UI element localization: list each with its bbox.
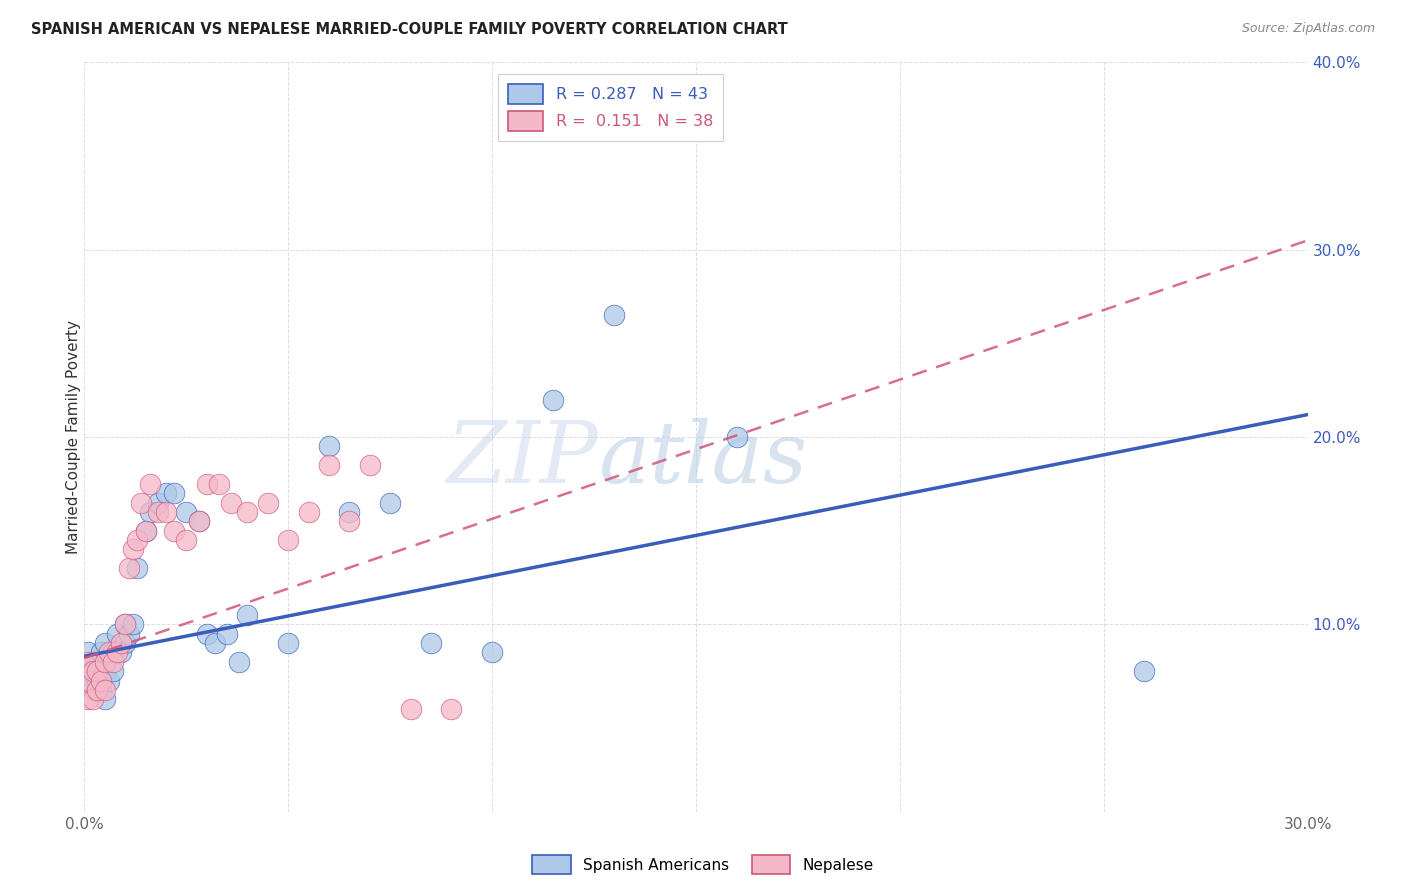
Point	[298, 505, 321, 519]
Point	[318, 458, 340, 473]
Point	[82, 664, 104, 679]
Point	[399, 701, 422, 715]
Point	[114, 617, 136, 632]
Point	[122, 617, 145, 632]
Point	[155, 486, 177, 500]
Point	[138, 505, 160, 519]
Point	[155, 505, 177, 519]
Point	[236, 608, 259, 623]
Point	[110, 646, 132, 660]
Point	[187, 514, 209, 528]
Point	[90, 683, 112, 698]
Point	[90, 646, 112, 660]
Point	[82, 692, 104, 706]
Point	[101, 664, 124, 679]
Point	[86, 664, 108, 679]
Point	[135, 524, 157, 538]
Point	[359, 458, 381, 473]
Point	[77, 646, 100, 660]
Point	[277, 533, 299, 547]
Point	[114, 636, 136, 650]
Point	[204, 636, 226, 650]
Point	[90, 673, 112, 688]
Point	[105, 646, 128, 660]
Point	[135, 524, 157, 538]
Point	[420, 636, 443, 650]
Point	[195, 476, 218, 491]
Point	[236, 505, 259, 519]
Point	[543, 392, 565, 407]
Point	[174, 533, 197, 547]
Point	[481, 646, 503, 660]
Point	[187, 514, 209, 528]
Point	[101, 655, 124, 669]
Point	[82, 683, 104, 698]
Point	[219, 496, 242, 510]
Point	[93, 655, 115, 669]
Point	[208, 476, 231, 491]
Point	[163, 524, 186, 538]
Y-axis label: Married-Couple Family Poverty: Married-Couple Family Poverty	[66, 320, 80, 554]
Point	[114, 617, 136, 632]
Point	[318, 440, 340, 453]
Text: atlas: atlas	[598, 418, 807, 501]
Point	[725, 430, 748, 444]
Legend: Spanish Americans, Nepalese: Spanish Americans, Nepalese	[526, 849, 880, 880]
Point	[1133, 664, 1156, 679]
Point	[195, 626, 218, 640]
Point	[174, 505, 197, 519]
Point	[93, 692, 115, 706]
Point	[86, 664, 108, 679]
Legend: R = 0.287   N = 43, R =  0.151   N = 38: R = 0.287 N = 43, R = 0.151 N = 38	[498, 74, 723, 141]
Point	[118, 561, 141, 575]
Point	[86, 683, 108, 698]
Point	[77, 655, 100, 669]
Point	[138, 476, 160, 491]
Point	[339, 514, 361, 528]
Point	[97, 646, 120, 660]
Point	[131, 496, 153, 510]
Point	[277, 636, 299, 650]
Point	[97, 673, 120, 688]
Point	[163, 486, 186, 500]
Point	[101, 646, 124, 660]
Point	[257, 496, 280, 510]
Point	[86, 673, 108, 688]
Point	[440, 701, 463, 715]
Text: ZIP: ZIP	[446, 418, 598, 501]
Point	[127, 533, 149, 547]
Point	[77, 673, 100, 688]
Text: Source: ZipAtlas.com: Source: ZipAtlas.com	[1241, 22, 1375, 36]
Point	[93, 664, 115, 679]
Point	[93, 683, 115, 698]
Point	[122, 542, 145, 557]
Text: SPANISH AMERICAN VS NEPALESE MARRIED-COUPLE FAMILY POVERTY CORRELATION CHART: SPANISH AMERICAN VS NEPALESE MARRIED-COU…	[31, 22, 787, 37]
Point	[110, 636, 132, 650]
Point	[82, 655, 104, 669]
Point	[77, 664, 100, 679]
Point	[339, 505, 361, 519]
Point	[77, 692, 100, 706]
Point	[146, 496, 169, 510]
Point	[146, 505, 169, 519]
Point	[127, 561, 149, 575]
Point	[603, 308, 626, 322]
Point	[105, 626, 128, 640]
Point	[228, 655, 250, 669]
Point	[93, 636, 115, 650]
Point	[217, 626, 239, 640]
Point	[380, 496, 402, 510]
Point	[118, 626, 141, 640]
